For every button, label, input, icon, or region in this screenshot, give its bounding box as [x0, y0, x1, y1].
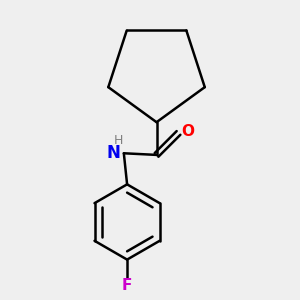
Text: O: O — [181, 124, 194, 139]
Text: F: F — [122, 278, 132, 293]
Text: N: N — [106, 144, 120, 162]
Text: H: H — [114, 134, 123, 147]
